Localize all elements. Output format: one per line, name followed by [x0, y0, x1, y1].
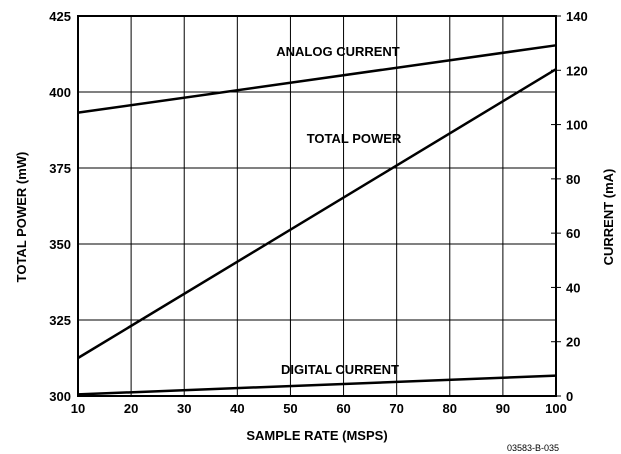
total-power-line	[77, 68, 557, 360]
x-tick-label: 40	[230, 401, 244, 416]
figure-id: 03583-B-035	[507, 443, 559, 453]
series-labels: ANALOG CURRENT TOTAL POWER DIGITAL CURRENT	[276, 44, 402, 377]
y-right-tick-label: 0	[566, 389, 573, 404]
x-tick-label: 60	[336, 401, 350, 416]
y-right-tick-labels: 0 20 40 60 80 100 120 140	[566, 9, 588, 404]
y-left-tick-label: 325	[49, 313, 71, 328]
y-right-tick-label: 120	[566, 63, 588, 78]
digital-current-label: DIGITAL CURRENT	[281, 362, 399, 377]
x-tick-label: 80	[443, 401, 457, 416]
x-tick-label: 10	[71, 401, 85, 416]
x-axis-title: SAMPLE RATE (MSPS)	[246, 428, 387, 443]
tick-marks	[551, 15, 561, 397]
x-tick-label: 70	[389, 401, 403, 416]
x-tick-labels: 10 20 30 40 50 60 70 80 90 100	[71, 401, 567, 416]
y-left-axis-title: TOTAL POWER (mW)	[14, 152, 29, 283]
digital-current-line	[77, 374, 557, 396]
total-power-label: TOTAL POWER	[307, 131, 402, 146]
y-right-tick-label: 140	[566, 9, 588, 24]
x-tick-label: 90	[496, 401, 510, 416]
y-right-axis-title: CURRENT (mA)	[601, 169, 616, 266]
y-right-tick-label: 80	[566, 172, 580, 187]
analog-current-line	[77, 44, 557, 114]
x-tick-label: 30	[177, 401, 191, 416]
y-left-tick-label: 400	[49, 85, 71, 100]
y-left-tick-label: 425	[49, 9, 71, 24]
y-right-tick-label: 40	[566, 280, 580, 295]
y-right-tick-label: 20	[566, 335, 580, 350]
y-left-tick-label: 300	[49, 389, 71, 404]
y-right-tick-label: 60	[566, 226, 580, 241]
plot-frame	[77, 15, 557, 397]
x-tick-label: 50	[283, 401, 297, 416]
y-left-tick-labels: 300 325 350 375 400 425	[49, 9, 71, 404]
y-right-tick-label: 100	[566, 118, 588, 133]
x-tick-label: 100	[545, 401, 567, 416]
x-tick-label: 20	[124, 401, 138, 416]
y-left-tick-label: 375	[49, 161, 71, 176]
y-left-tick-label: 350	[49, 237, 71, 252]
grid	[78, 16, 556, 396]
analog-current-label: ANALOG CURRENT	[276, 44, 400, 59]
series-lines	[77, 44, 557, 396]
